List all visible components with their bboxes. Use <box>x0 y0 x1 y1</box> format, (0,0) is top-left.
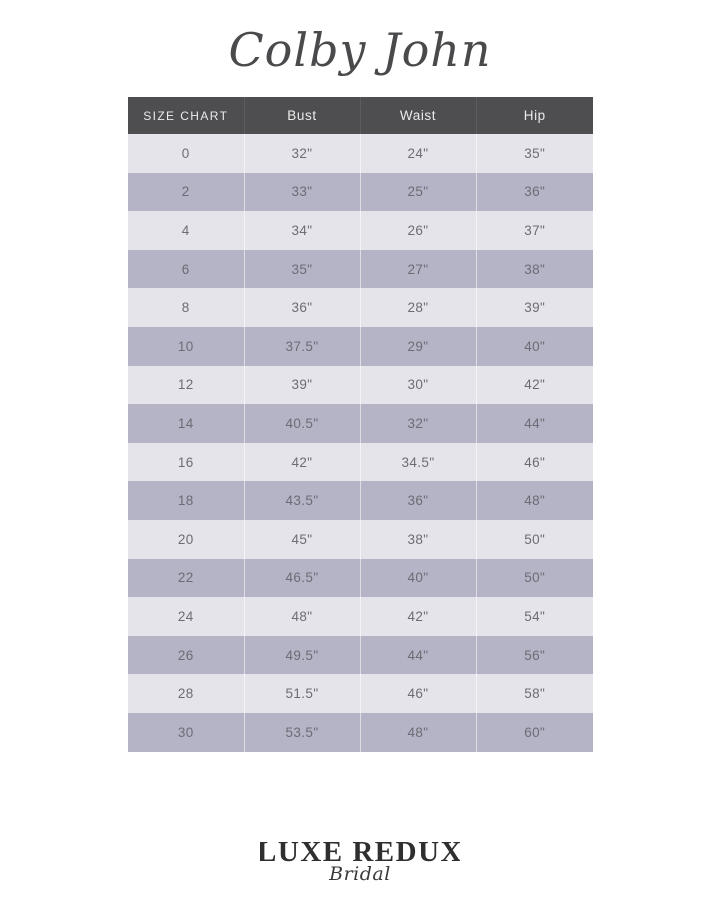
cell-waist: 29" <box>360 326 477 366</box>
table-row: 24 48" 42" 54" <box>128 597 593 636</box>
cell-size: 30 <box>128 712 245 752</box>
column-header-bust: Bust <box>244 97 361 134</box>
cell-size: 2 <box>128 172 245 212</box>
designer-wordmark-text: Colby John <box>228 23 491 77</box>
size-chart-header: SIZE CHART Bust Waist Hip <box>128 97 593 134</box>
cell-waist: 46" <box>360 674 477 713</box>
table-row: 28 51.5" 46" 58" <box>128 674 593 713</box>
column-header-hip: Hip <box>476 97 593 134</box>
cell-hip: 50" <box>476 519 593 559</box>
retailer-logo-wordmark: LUXE REDUX <box>260 836 460 868</box>
cell-bust: 37.5" <box>244 326 361 366</box>
cell-bust: 33" <box>244 172 361 212</box>
cell-bust: 49.5" <box>244 635 361 675</box>
cell-hip: 56" <box>476 635 593 675</box>
cell-size: 12 <box>128 365 245 405</box>
table-row: 16 42" 34.5" 46" <box>128 442 593 482</box>
table-row: 4 34" 26" 37" <box>128 211 593 250</box>
cell-hip: 35" <box>476 134 593 173</box>
size-chart-body: 0 32" 24" 35" 2 33" 25" 36" 4 34" 26" 37… <box>128 134 593 752</box>
cell-bust: 48" <box>244 597 361 636</box>
cell-waist: 30" <box>360 365 477 405</box>
cell-size: 22 <box>128 558 245 598</box>
cell-bust: 36" <box>244 288 361 327</box>
cell-hip: 54" <box>476 597 593 636</box>
cell-waist: 48" <box>360 712 477 752</box>
cell-hip: 46" <box>476 442 593 482</box>
cell-bust: 45" <box>244 519 361 559</box>
retailer-logo: LUXE REDUX Bridal <box>0 833 720 893</box>
cell-hip: 58" <box>476 674 593 713</box>
cell-waist: 27" <box>360 249 477 289</box>
cell-bust: 34" <box>244 211 361 250</box>
cell-hip: 40" <box>476 326 593 366</box>
cell-waist: 34.5" <box>360 442 477 482</box>
cell-size: 16 <box>128 442 245 482</box>
cell-size: 28 <box>128 674 245 713</box>
cell-hip: 48" <box>476 481 593 520</box>
table-row: 12 39" 30" 42" <box>128 365 593 405</box>
cell-waist: 42" <box>360 597 477 636</box>
cell-waist: 36" <box>360 481 477 520</box>
cell-hip: 39" <box>476 288 593 327</box>
cell-size: 0 <box>128 134 245 173</box>
table-row: 26 49.5" 44" 56" <box>128 635 593 675</box>
cell-waist: 38" <box>360 519 477 559</box>
table-row: 30 53.5" 48" 60" <box>128 712 593 752</box>
size-chart-container: SIZE CHART Bust Waist Hip 0 32" 24" 35" … <box>128 97 593 752</box>
cell-waist: 26" <box>360 211 477 250</box>
cell-hip: 42" <box>476 365 593 405</box>
cell-bust: 42" <box>244 442 361 482</box>
table-row: 14 40.5" 32" 44" <box>128 404 593 443</box>
cell-size: 24 <box>128 597 245 636</box>
cell-bust: 51.5" <box>244 674 361 713</box>
cell-hip: 36" <box>476 172 593 212</box>
table-row: 0 32" 24" 35" <box>128 134 593 173</box>
cell-bust: 39" <box>244 365 361 405</box>
cell-waist: 28" <box>360 288 477 327</box>
cell-hip: 44" <box>476 404 593 443</box>
table-row: 20 45" 38" 50" <box>128 519 593 559</box>
cell-bust: 43.5" <box>244 481 361 520</box>
cell-size: 4 <box>128 211 245 250</box>
retailer-logo-subtext: Bridal <box>328 863 391 885</box>
cell-bust: 32" <box>244 134 361 173</box>
cell-waist: 40" <box>360 558 477 598</box>
cell-hip: 37" <box>476 211 593 250</box>
cell-size: 6 <box>128 249 245 289</box>
cell-bust: 46.5" <box>244 558 361 598</box>
cell-waist: 44" <box>360 635 477 675</box>
table-row: 18 43.5" 36" 48" <box>128 481 593 520</box>
column-header-waist: Waist <box>360 97 477 134</box>
cell-bust: 53.5" <box>244 712 361 752</box>
designer-wordmark: Colby John <box>0 22 720 84</box>
header-row: SIZE CHART Bust Waist Hip <box>128 97 593 134</box>
cell-size: 10 <box>128 326 245 366</box>
cell-size: 26 <box>128 635 245 675</box>
cell-size: 14 <box>128 404 245 443</box>
cell-waist: 32" <box>360 404 477 443</box>
column-header-size: SIZE CHART <box>128 97 245 134</box>
table-row: 8 36" 28" 39" <box>128 288 593 327</box>
size-chart-table: SIZE CHART Bust Waist Hip 0 32" 24" 35" … <box>128 97 593 752</box>
cell-size: 18 <box>128 481 245 520</box>
table-row: 2 33" 25" 36" <box>128 172 593 212</box>
cell-hip: 60" <box>476 712 593 752</box>
table-row: 10 37.5" 29" 40" <box>128 326 593 366</box>
cell-hip: 38" <box>476 249 593 289</box>
table-row: 6 35" 27" 38" <box>128 249 593 289</box>
cell-waist: 24" <box>360 134 477 173</box>
cell-waist: 25" <box>360 172 477 212</box>
table-row: 22 46.5" 40" 50" <box>128 558 593 598</box>
cell-size: 20 <box>128 519 245 559</box>
cell-bust: 35" <box>244 249 361 289</box>
cell-size: 8 <box>128 288 245 327</box>
cell-bust: 40.5" <box>244 404 361 443</box>
cell-hip: 50" <box>476 558 593 598</box>
